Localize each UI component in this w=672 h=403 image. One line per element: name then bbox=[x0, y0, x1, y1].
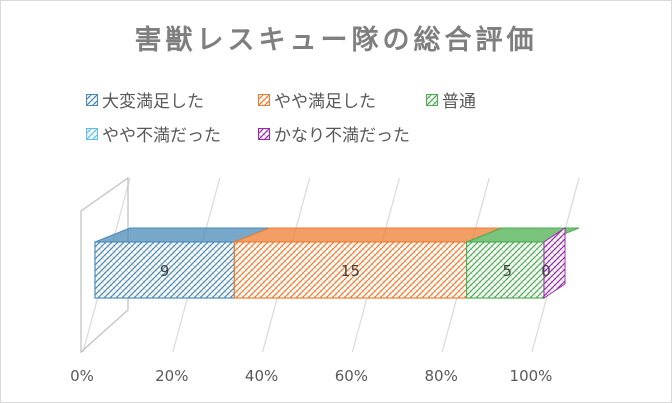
x-tick-label: 80% bbox=[425, 367, 458, 385]
data-label: 0 bbox=[541, 262, 551, 280]
x-tick-label: 20% bbox=[155, 367, 188, 385]
legend-swatch bbox=[86, 93, 98, 106]
legend-swatch bbox=[426, 93, 438, 106]
bar-segment-side bbox=[543, 227, 566, 299]
legend-label: やや満足した bbox=[274, 92, 376, 112]
data-label: 9 bbox=[160, 262, 170, 280]
legend-swatch bbox=[258, 93, 270, 106]
legend-item: 大変満足した bbox=[86, 87, 204, 112]
x-tick-label: 40% bbox=[245, 367, 278, 385]
x-tick-label: 0% bbox=[70, 367, 94, 385]
legend-label: 普通 bbox=[442, 92, 476, 112]
legend-swatch bbox=[86, 127, 98, 140]
legend-swatch bbox=[258, 127, 270, 140]
label-layer: 0% 20% 40% 60% 80% 100% 9 15 5 0 bbox=[70, 262, 552, 385]
x-tick-label: 100% bbox=[510, 367, 553, 385]
bar-layer bbox=[94, 227, 580, 299]
chart-title: 害獣レスキュー隊の総合評価 bbox=[134, 25, 538, 56]
bar-segment bbox=[94, 241, 235, 299]
legend-label: やや不満だった bbox=[102, 126, 221, 146]
legend-label: 大変満足した bbox=[102, 92, 204, 112]
side-wall bbox=[80, 176, 129, 354]
x-tick-label: 60% bbox=[335, 367, 368, 385]
bar-segment bbox=[233, 241, 468, 299]
data-label: 5 bbox=[503, 262, 513, 280]
legend-item: やや満足した bbox=[258, 87, 376, 112]
legend-label: かなり不満だった bbox=[274, 126, 410, 146]
legend-item: 普通 bbox=[426, 87, 476, 112]
bar-segment bbox=[465, 241, 545, 299]
legend-item: やや不満だった bbox=[86, 121, 221, 146]
legend-item: かなり不満だった bbox=[258, 121, 410, 146]
data-label: 15 bbox=[341, 262, 360, 280]
bar-segment-top bbox=[234, 227, 502, 243]
